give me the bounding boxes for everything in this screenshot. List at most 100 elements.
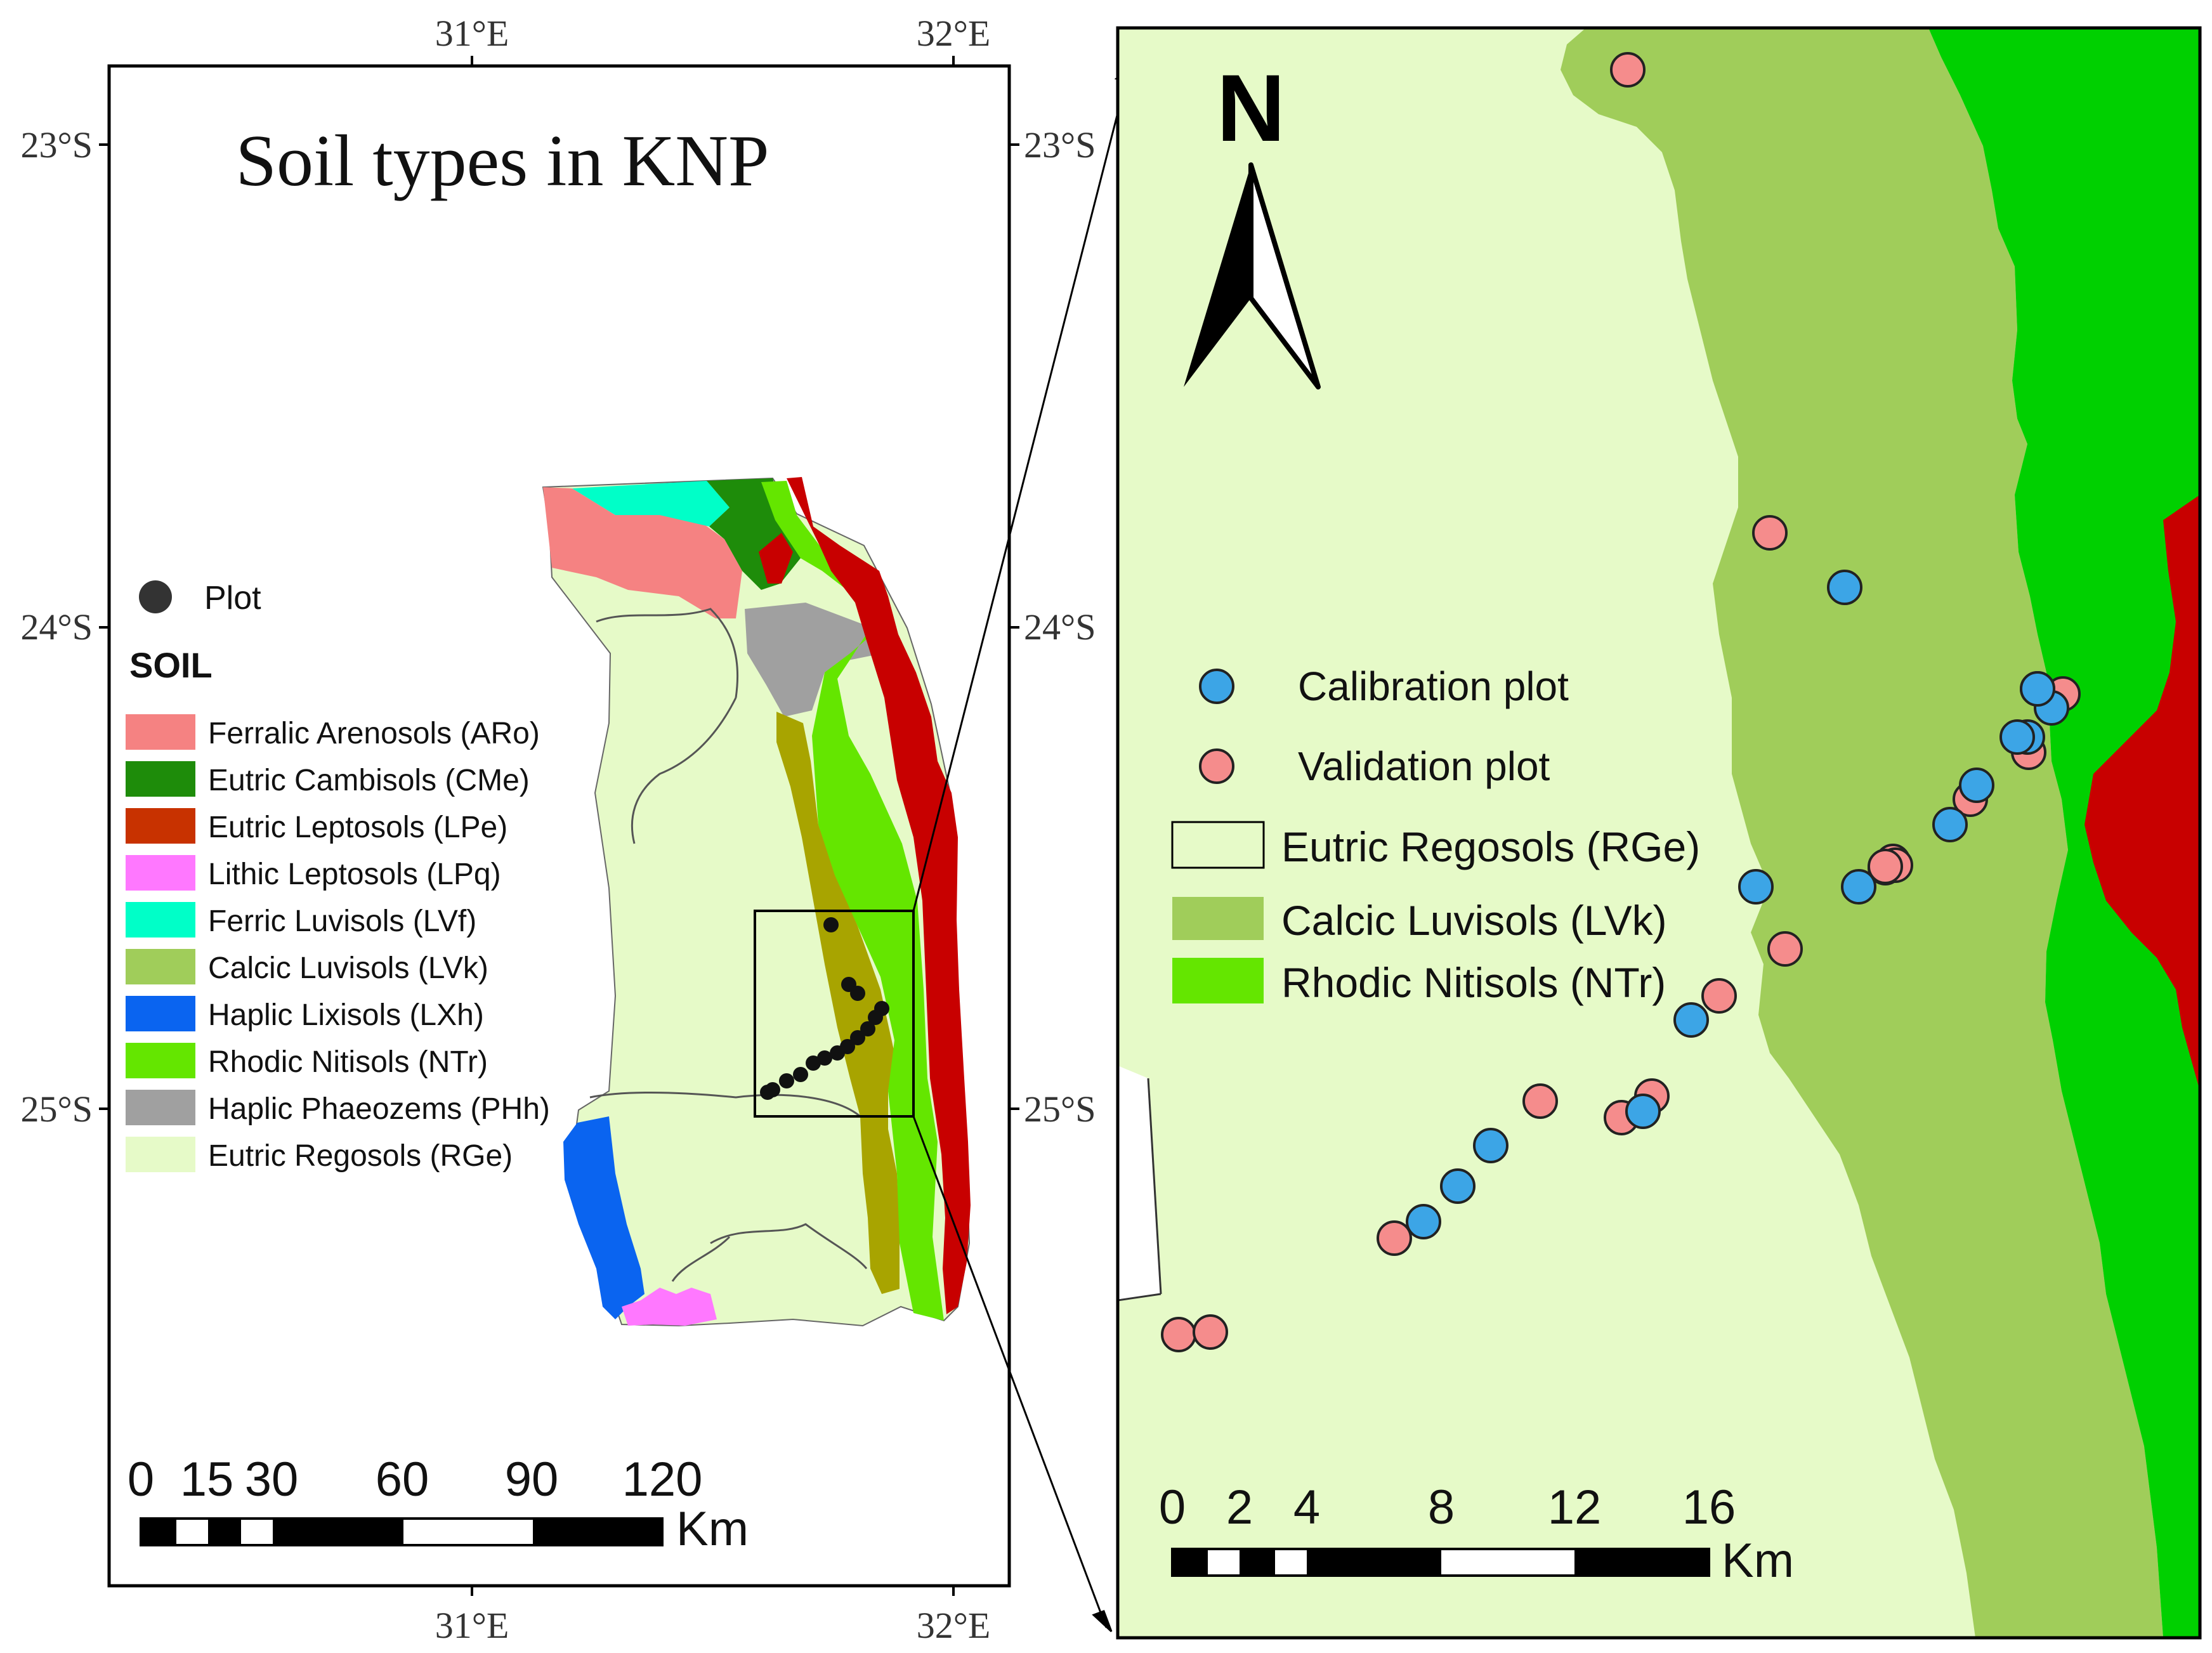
soil-legend-label: Eutric Regosols (RGe) <box>208 1139 513 1173</box>
inset-calcic-luvisols <box>1561 28 2163 1638</box>
soil-haplic-phaeozems <box>745 603 883 717</box>
lon-label-bottom-31: 31°E <box>435 1605 509 1646</box>
inset-map-frame <box>1116 26 2202 1640</box>
soil-legend-swatch <box>126 1043 195 1078</box>
plot-dot <box>806 1055 821 1071</box>
plot-transect-points <box>760 917 889 1100</box>
calibration-plot-marker <box>1827 570 1862 605</box>
graticule-ticks <box>99 56 1019 1596</box>
regosols-legend-label: Eutric Regosols (RGe) <box>1281 823 1700 870</box>
validation-plot-marker <box>1377 1220 1412 1256</box>
inset-plot-points <box>1161 52 2081 1352</box>
soil-legend-swatch <box>126 1090 195 1125</box>
left-scale-label: 90 <box>505 1453 559 1506</box>
plot-dot <box>760 1085 775 1100</box>
validation-plot-marker <box>1701 978 1737 1014</box>
soil-calcic-luvisols-main <box>776 712 900 1294</box>
inset-eutric-leptosols <box>2084 495 2200 1091</box>
calibration-plot-marker <box>1406 1204 1441 1239</box>
soil-legend-swatch <box>126 1137 195 1172</box>
lon-label-top-32: 32°E <box>917 13 991 54</box>
soil-legend-swatch <box>126 949 195 984</box>
plot-dot <box>830 1045 845 1061</box>
left-map: 31°E 32°E 31°E 32°E 23°S 24°S 25°S 23°S … <box>21 13 1096 1646</box>
north-arrow: N <box>1184 55 1321 389</box>
plot-dot <box>823 917 839 932</box>
lat-label-left-25: 25°S <box>21 1088 93 1130</box>
validation-plot-marker <box>1522 1083 1558 1119</box>
lat-label-right-23: 23°S <box>1024 124 1096 166</box>
inset-scale-label: 2 <box>1226 1480 1253 1534</box>
inset-scale-label: 12 <box>1548 1480 1602 1534</box>
calibration-plot-marker <box>1999 719 2035 755</box>
scale-bar-segments <box>141 1519 662 1545</box>
soil-legend-swatch <box>126 996 195 1031</box>
soil-legend-heading: SOIL <box>129 645 213 685</box>
soil-legend-swatch <box>126 761 195 797</box>
inset-scale-label: 8 <box>1428 1480 1455 1534</box>
calibration-plot-marker <box>1473 1128 1508 1163</box>
internal-boundaries <box>589 608 868 1282</box>
inset-outside-area-edge <box>1118 1293 1162 1302</box>
inset-scale-bar: 0 2 4 8 12 16 Km <box>1159 1480 1794 1588</box>
validation-plot-marker <box>1767 931 1803 967</box>
soil-legend-label: Eutric Leptosols (LPe) <box>208 811 507 844</box>
inset-extent-box <box>754 910 915 1118</box>
nitisols-legend-label: Rhodic Nitisols (NTr) <box>1281 959 1666 1006</box>
soil-legend-label: Haplic Lixisols (LXh) <box>208 998 484 1032</box>
inset-legend: Calibration plot Validation plot Eutric … <box>1171 663 1700 1006</box>
left-legend: Plot SOIL Ferralic Arenosols (ARo) Eutric… <box>126 580 550 1173</box>
plot-dot <box>850 986 865 1001</box>
soil-legend-label: Rhodic Nitisols (NTr) <box>208 1045 488 1079</box>
left-scale-label: 120 <box>622 1453 703 1506</box>
soil-legend-label: Ferralic Arenosols (ARo) <box>208 717 540 750</box>
calibration-legend-label: Calibration plot <box>1298 663 1569 709</box>
calibration-plot-marker <box>1625 1094 1661 1129</box>
plot-dot <box>817 1050 832 1066</box>
inset-scale-segments <box>1172 1549 1709 1576</box>
regosols-legend-swatch <box>1171 821 1265 869</box>
soil-eutric-leptosols-band <box>759 533 793 584</box>
calibration-plot-marker <box>1440 1168 1476 1204</box>
left-scale-bar: 0 15 30 60 90 120 Km <box>128 1453 749 1556</box>
soil-legend-swatch <box>126 902 195 938</box>
validation-legend-label: Validation plot <box>1298 743 1550 789</box>
plot-dot <box>850 1030 865 1045</box>
soil-legend-label: Eutric Cambisols (CMe) <box>208 764 530 797</box>
lat-label-right-25: 25°S <box>1024 1088 1096 1130</box>
soil-legend-label: Haplic Phaeozems (PHh) <box>208 1092 550 1126</box>
left-scale-unit: Km <box>676 1502 749 1556</box>
soil-legend-swatch <box>126 855 195 891</box>
calibration-legend-symbol <box>1199 669 1234 704</box>
calibration-plot-marker <box>1932 807 1968 842</box>
soil-legend-swatch <box>126 808 195 844</box>
knp-soil-map <box>542 477 971 1327</box>
calibration-plot-marker <box>1738 869 1774 905</box>
inset-map: N Calibration plot Validation plot Eutri… <box>1116 26 2202 1640</box>
inset-scale-label: 4 <box>1293 1480 1320 1534</box>
north-arrow-right-half <box>1248 162 1321 389</box>
north-label: N <box>1217 55 1285 161</box>
soil-rhodic-nitisols-main <box>761 481 944 1321</box>
left-scale-label: 0 <box>128 1453 154 1506</box>
soil-lithic-leptosols <box>622 1288 717 1326</box>
plot-dot <box>860 1021 875 1036</box>
left-scale-label: 60 <box>376 1453 429 1506</box>
calibration-plot-marker <box>1673 1002 1709 1038</box>
lat-label-left-23: 23°S <box>21 124 93 166</box>
inset-leader-lines <box>912 62 1137 1633</box>
validation-plot-marker <box>1868 849 1903 884</box>
soil-legend-swatch <box>126 714 195 750</box>
validation-legend-symbol <box>1199 748 1234 784</box>
inset-scale-unit: Km <box>1722 1534 1794 1588</box>
inset-outside-area-edge <box>1147 1078 1162 1295</box>
validation-plot-marker <box>1193 1314 1228 1350</box>
validation-plot-marker <box>1610 52 1646 88</box>
lon-label-top-31: 31°E <box>435 13 509 54</box>
map-title: Soil types in KNP <box>235 121 769 202</box>
inset-scale-label: 0 <box>1159 1480 1186 1534</box>
left-scale-label: 15 <box>180 1453 234 1506</box>
luvisols-legend-label: Calcic Luvisols (LVk) <box>1281 897 1667 944</box>
calibration-plot-marker <box>1841 869 1876 905</box>
